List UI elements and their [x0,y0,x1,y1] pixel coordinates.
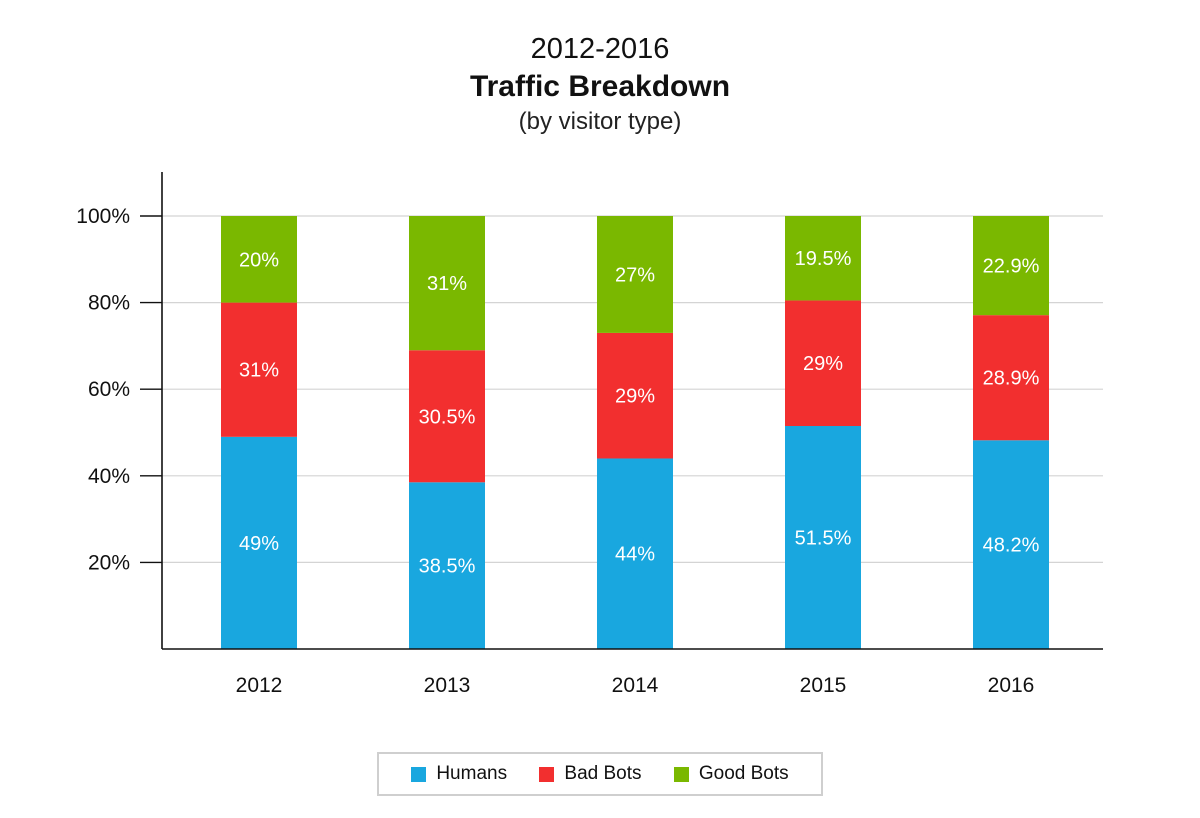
x-tick-label-2013: 2013 [424,674,471,697]
y-tick-label-100: 100% [76,205,130,228]
axes [140,172,1103,650]
bar-good-bots-2016 [973,216,1049,316]
bar-good-bots-2013 [409,216,485,351]
bar-label-humans-2013: 38.5% [419,556,476,578]
bar-bad-bots-2016 [973,315,1049,441]
bar-bad-bots-2012 [221,302,297,437]
bar-label-bad-bots-2012: 31% [239,360,279,382]
bar-label-good-bots-2012: 20% [239,249,279,271]
bar-label-bad-bots-2013: 30.5% [419,406,476,428]
labels: 20% 40% 60% 80% 100% 49% 31% 20% 2012 38.5% 30.5% 3… [76,205,1039,697]
bar-humans-2012 [221,436,297,649]
bar-label-bad-bots-2016: 28.9% [983,368,1040,390]
x-tick-label-2015: 2015 [800,674,847,697]
bar-good-bots-2012 [221,216,297,303]
chart-title: 2012-2016 [530,33,670,65]
bar-humans-2016 [973,440,1049,649]
bar-label-good-bots-2015: 19.5% [795,248,852,270]
bars [221,216,1049,649]
bar-label-humans-2014: 44% [615,544,655,566]
bar-label-bad-bots-2015: 29% [803,353,843,375]
legend-item-good-bots: Good Bots [673,763,789,785]
legend-swatch-humans [411,766,427,782]
legend-swatch-bad-bots [539,766,555,782]
chart-titles: 2012-2016 Traffic Breakdown (by visitor … [0,30,1200,138]
bar-label-humans-2015: 51.5% [795,528,852,550]
bar-label-good-bots-2014: 27% [615,264,655,286]
x-tick-label-2016: 2016 [988,674,1035,697]
bar-bad-bots-2015 [785,300,861,427]
legend-label-good-bots: Good Bots [698,763,789,784]
y-tick-label-60: 60% [88,378,130,401]
y-tick-label-80: 80% [88,292,130,315]
y-tick-label-20: 20% [88,551,130,574]
legend-label-bad-bots: Bad Bots [564,763,642,784]
x-tick-label-2012: 2012 [236,674,283,697]
bar-humans-2013 [409,482,485,649]
bar-label-humans-2012: 49% [239,533,279,555]
bar-humans-2015 [785,426,861,649]
bar-humans-2014 [597,458,673,649]
chart-subtitle-note: (by visitor type) [518,108,682,135]
bar-bad-bots-2013 [409,350,485,483]
legend: Humans Bad Bots Good Bots [377,752,823,796]
bar-label-humans-2016: 48.2% [983,535,1040,557]
x-tick-label-2014: 2014 [612,674,659,697]
bar-label-bad-bots-2014: 29% [615,386,655,408]
chart-subtitle: Traffic Breakdown [469,70,731,103]
bar-label-good-bots-2016: 22.9% [983,256,1040,278]
legend-item-humans: Humans [411,763,507,785]
bar-bad-bots-2014 [597,332,673,459]
y-tick-label-40: 40% [88,465,130,488]
legend-item-bad-bots: Bad Bots [539,763,642,785]
bar-label-good-bots-2013: 31% [427,273,467,295]
bar-good-bots-2014 [597,216,673,333]
legend-swatch-good-bots [673,766,689,782]
bar-good-bots-2015 [785,216,861,301]
legend-label-humans: Humans [436,763,508,784]
